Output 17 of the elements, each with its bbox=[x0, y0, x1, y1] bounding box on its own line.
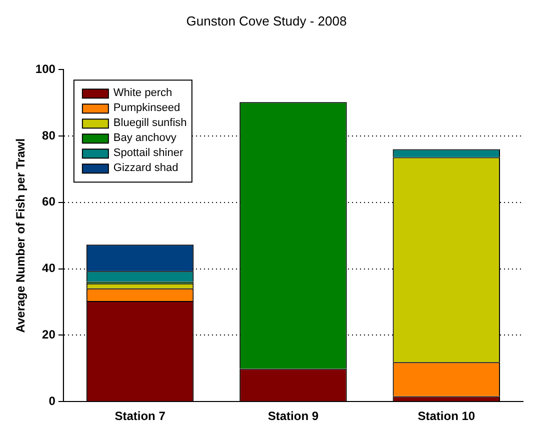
legend-label: Bluegill sunfish bbox=[113, 117, 187, 130]
y-tick-label: 60 bbox=[42, 194, 56, 209]
y-tick-label: 100 bbox=[35, 62, 56, 76]
y-tick-label: 0 bbox=[48, 394, 56, 408]
chart-title: Gunston Cove Study - 2008 bbox=[186, 13, 347, 28]
x-tick-label: Station 10 bbox=[418, 409, 476, 424]
y-axis-title: Average Number of Fish per Trawl bbox=[14, 138, 28, 333]
x-tick-label: Station 9 bbox=[268, 409, 319, 424]
legend-label: Bay anchovy bbox=[113, 132, 177, 144]
legend-label: Spottail shiner bbox=[113, 147, 184, 160]
y-tick-label: 20 bbox=[42, 328, 56, 342]
legend-label: Pumpkinseed bbox=[113, 102, 180, 114]
y-tick-label: 40 bbox=[42, 261, 56, 276]
legend-label: White perch bbox=[113, 87, 172, 100]
y-tick-label: 80 bbox=[42, 128, 56, 142]
x-tick-label: Station 7 bbox=[114, 409, 166, 424]
legend-label: Gizzard shad bbox=[113, 162, 178, 174]
